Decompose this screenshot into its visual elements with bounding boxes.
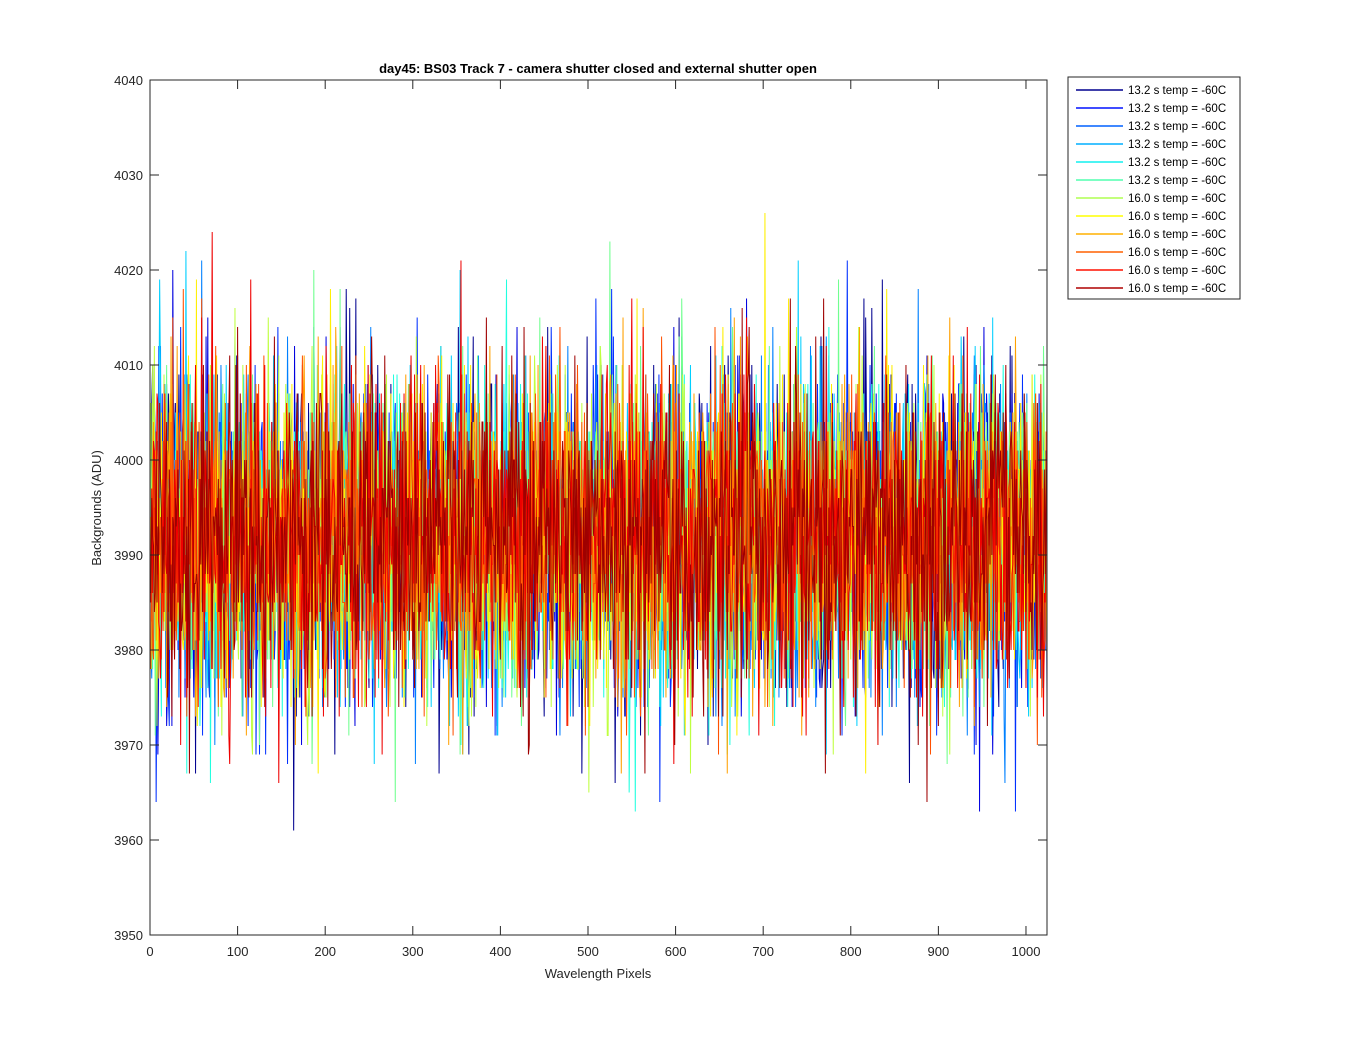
x-tick-label: 300: [402, 944, 424, 959]
legend-label: 13.2 s temp = -60C: [1128, 157, 1226, 169]
y-tick-label: 3960: [114, 833, 143, 848]
y-tick-label: 4040: [114, 73, 143, 88]
legend-items: 13.2 s temp = -60C 13.2 s temp = -60C 13.2…: [1076, 85, 1226, 295]
plot-area: [149, 79, 1048, 936]
legend-label: 13.2 s temp = -60C: [1128, 103, 1226, 115]
plot-frame: [149, 79, 1048, 936]
x-tick-label: 700: [752, 944, 774, 959]
legend-item: 16.0 s temp = -60C: [1076, 193, 1226, 205]
y-tick-label: 3980: [114, 643, 143, 658]
y-axis-label: Backgrounds (ADU): [89, 450, 104, 566]
legend-item: 13.2 s temp = -60C: [1076, 103, 1226, 115]
x-tick-label: 400: [490, 944, 512, 959]
legend-box: [1067, 76, 1241, 300]
y-tick-label: 4010: [114, 358, 143, 373]
x-tick-label: 900: [928, 944, 950, 959]
legend-item: 16.0 s temp = -60C: [1076, 229, 1226, 241]
y-tick-label: 3970: [114, 738, 143, 753]
legend-label: 16.0 s temp = -60C: [1128, 265, 1226, 277]
y-tick-label: 3950: [114, 928, 143, 943]
legend-label: 13.2 s temp = -60C: [1128, 175, 1226, 187]
legend-item: 13.2 s temp = -60C: [1076, 175, 1226, 187]
series-line: [150, 298, 1048, 803]
x-axis-label: Wavelength Pixels: [545, 966, 652, 981]
x-tick-label: 200: [314, 944, 336, 959]
y-tick-label: 4020: [114, 263, 143, 278]
x-axis: 0 100 200 300 400 500 600 700 800 900 1000: [146, 80, 1040, 959]
chart-title: day45: BS03 Track 7 - camera shutter clo…: [379, 61, 817, 76]
legend-item: 16.0 s temp = -60C: [1076, 265, 1226, 277]
y-tick-label: 4030: [114, 168, 143, 183]
y-tick-label: 4000: [114, 453, 143, 468]
legend-label: 13.2 s temp = -60C: [1128, 139, 1226, 151]
legend-item: 16.0 s temp = -60C: [1076, 247, 1226, 259]
y-axis: 3950 3960 3970 3980 3990 4000 4010 4020 4030 4040: [114, 73, 1047, 943]
legend-label: 13.2 s temp = -60C: [1128, 121, 1226, 133]
legend-label: 16.0 s temp = -60C: [1128, 283, 1226, 295]
x-tick-label: 500: [577, 944, 599, 959]
legend-label: 16.0 s temp = -60C: [1128, 229, 1226, 241]
x-tick-label: 600: [665, 944, 687, 959]
legend-label: 16.0 s temp = -60C: [1128, 193, 1226, 205]
x-tick-label: 800: [840, 944, 862, 959]
series-group: [150, 212, 1048, 831]
legend-label: 13.2 s temp = -60C: [1128, 85, 1226, 97]
legend-item: 13.2 s temp = -60C: [1076, 139, 1226, 151]
y-tick-label: 3990: [114, 548, 143, 563]
x-tick-label: 100: [227, 944, 249, 959]
legend: 13.2 s temp = -60C 13.2 s temp = -60C 13.2…: [1067, 76, 1241, 300]
legend-item: 13.2 s temp = -60C: [1076, 157, 1226, 169]
legend-item: 13.2 s temp = -60C: [1076, 85, 1226, 97]
x-tick-label: 0: [146, 944, 153, 959]
legend-label: 16.0 s temp = -60C: [1128, 211, 1226, 223]
legend-item: 13.2 s temp = -60C: [1076, 121, 1226, 133]
legend-item: 16.0 s temp = -60C: [1076, 211, 1226, 223]
x-tick-label: 1000: [1012, 944, 1041, 959]
legend-label: 16.0 s temp = -60C: [1128, 247, 1226, 259]
legend-item: 16.0 s temp = -60C: [1076, 283, 1226, 295]
